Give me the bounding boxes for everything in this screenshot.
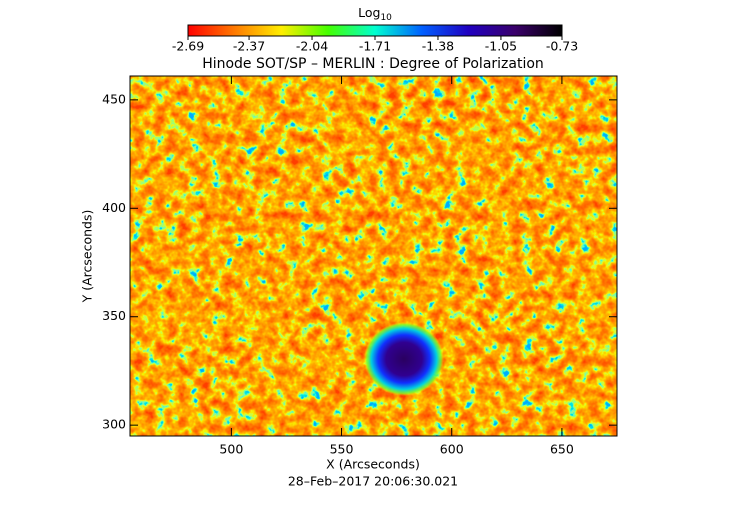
colorbar-tick-label: -0.73 xyxy=(546,39,578,54)
x-tick-label: 550 xyxy=(330,442,354,457)
colorbar-tick-label: -2.04 xyxy=(296,39,328,54)
colorbar-tick-label: -1.71 xyxy=(359,39,391,54)
colorbar-tick-label: -1.38 xyxy=(422,39,454,54)
chart-title: Hinode SOT/SP – MERLIN : Degree of Polar… xyxy=(202,56,544,72)
colorbar xyxy=(187,24,563,37)
sunspot xyxy=(364,322,444,396)
y-tick-label: 300 xyxy=(102,417,126,432)
colorbar-label: Log10 xyxy=(358,5,392,23)
y-tick-label: 450 xyxy=(102,91,126,106)
image xyxy=(130,76,617,436)
annotation: 28–Feb–2017 20:06:30.021 xyxy=(288,474,458,489)
y-axis-label: Y (Arcseconds) xyxy=(80,210,95,304)
y-tick-label: 400 xyxy=(102,200,126,215)
colorbar-tick-label: -2.69 xyxy=(172,39,204,54)
colorbar-tick-label: -1.05 xyxy=(485,39,517,54)
x-tick-label: 650 xyxy=(550,442,574,457)
x-tick-label: 500 xyxy=(219,442,243,457)
x-tick-label: 600 xyxy=(440,442,464,457)
y-tick-label: 350 xyxy=(102,308,126,323)
plot-frame xyxy=(129,75,618,437)
x-axis-label: X (Arcseconds) xyxy=(326,457,420,472)
colorbar-tick-label: -2.37 xyxy=(233,39,265,54)
